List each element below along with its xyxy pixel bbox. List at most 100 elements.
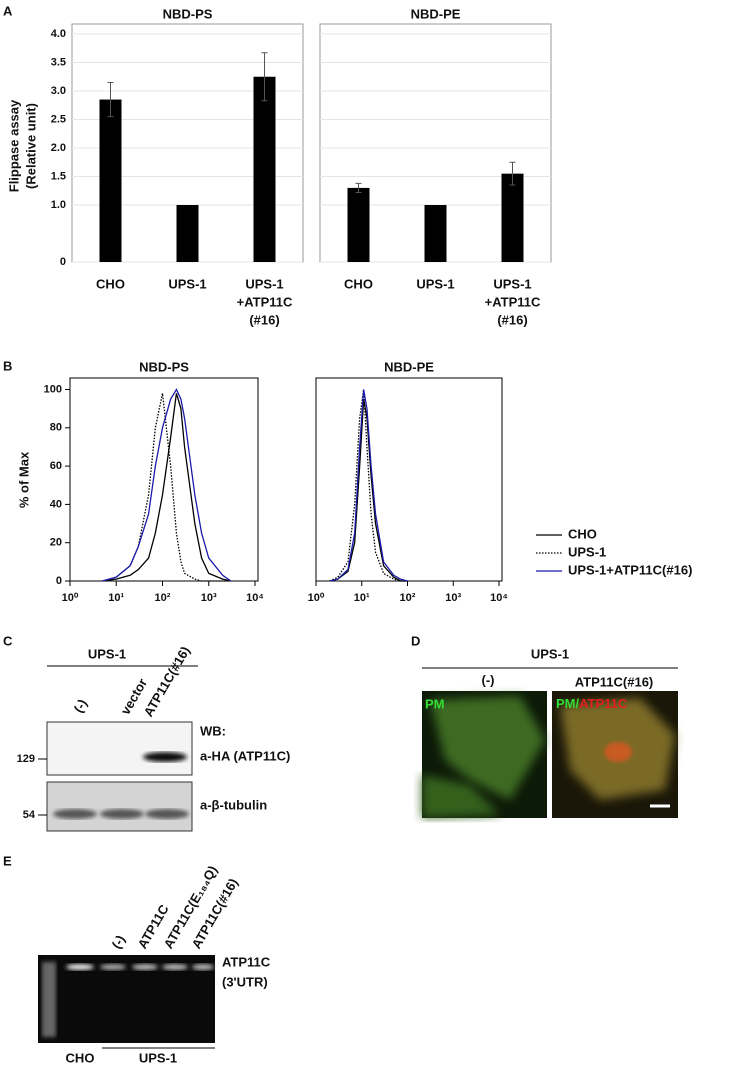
y-tick-label: 20 [50,537,62,549]
stain-label: PM [425,696,445,711]
x-tick-label: 10² [400,592,416,604]
bar [99,99,122,262]
bar [176,205,199,262]
histogram-line [329,389,408,582]
legend-label: CHO [568,526,597,541]
y-axis-label: Flippase assay [6,99,21,192]
y-tick-label: 2.0 [51,142,66,154]
legend-label: UPS-1 [568,544,606,559]
y-tick-label: 0 [60,256,66,268]
x-tick-label: (#16) [497,312,527,327]
band [132,964,158,970]
bar [253,76,276,262]
y-tick-label: 40 [50,498,62,510]
x-tick-label: CHO [344,276,373,291]
y-tick-label: 1.0 [51,199,66,211]
bar [501,173,524,262]
band [53,809,97,819]
plot-frame [69,377,259,582]
group-label: UPS-1 [531,646,569,661]
x-tick-label: 10³ [445,592,461,604]
y-tick-label: 2.5 [51,113,66,125]
y-tick-label: 100 [44,383,62,395]
x-tick-label: +ATP11C [237,294,293,309]
band-label: ATP11C [222,954,271,969]
y-axis-label: (Relative unit) [23,103,38,189]
y-axis-label: % of Max [16,451,31,508]
histogram-line [102,393,231,582]
y-tick-label: 80 [50,422,62,434]
band [192,964,214,970]
y-tick-label: 3.5 [51,56,66,68]
band [100,964,126,970]
bar [347,187,370,262]
x-tick-label: 10⁴ [246,592,264,604]
ladder [42,962,56,1037]
y-tick-label: 0 [56,575,62,587]
blot-label: a-β-tubulin [200,797,267,812]
legend-label: UPS-1+ATP11C(#16) [568,562,692,577]
chart-title: NBD-PE [384,359,434,374]
x-tick-label: (#16) [249,312,279,327]
y-tick-label: 4.0 [51,28,66,40]
band-label: (3'UTR) [222,974,268,989]
error-bar [355,182,362,193]
y-tick-label: 60 [50,460,62,472]
marker-label: 129 [17,753,35,765]
wb-label: WB: [200,723,226,738]
error-bar [509,161,516,186]
band [66,964,94,970]
panel-letter: A [3,3,13,18]
chart-title: NBD-PS [139,359,189,374]
stain-label: PM/ [556,696,580,711]
stain-label: PM/ATP11C [556,696,628,711]
lane-label: (-) [109,932,128,951]
panel-letter: E [3,853,12,868]
x-tick-label: 10³ [201,592,217,604]
band [145,809,189,819]
band [162,964,188,970]
lane-label: (-) [71,696,90,715]
condition-label: ATP11C(#16) [575,674,654,689]
condition-label: (-) [482,672,495,687]
x-tick-label: 10¹ [108,592,124,604]
error-bar [261,52,268,102]
panel-letter: B [3,358,12,373]
marker-label: 54 [23,809,36,821]
chart-title: NBD-PS [163,6,213,21]
cell-signal [604,742,632,762]
x-tick-label: UPS-1 [416,276,454,291]
lane-label: ATP11C(#16) [141,644,193,719]
plot-frame [315,377,503,582]
x-tick-label: UPS-1 [245,276,283,291]
blot-label: a-HA (ATP11C) [200,748,290,763]
histogram-line [329,389,408,582]
blot-ha [46,721,193,776]
chart-title: NBD-PE [411,6,461,21]
histogram-line [329,398,408,582]
x-tick-label: +ATP11C [485,294,541,309]
band [143,752,187,762]
x-tick-label: 10¹ [354,592,370,604]
x-tick-label: UPS-1 [493,276,531,291]
panel-letter: C [3,633,13,648]
stain-label: ATP11C [579,696,628,711]
x-tick-label: 10² [155,592,171,604]
blot-tubulin [46,781,193,832]
x-tick-label: 10⁴ [490,592,508,604]
y-tick-label: 3.0 [51,85,66,97]
cell [422,775,500,818]
x-tick-label: 10⁰ [62,592,79,604]
error-bar [107,81,114,118]
y-tick-label: 1.5 [51,170,66,182]
gel [38,955,215,1043]
group-label: CHO [66,1050,95,1065]
histogram-line [102,388,232,582]
panel-letter: D [411,633,420,648]
band [100,809,144,819]
cell [430,696,545,800]
x-tick-label: 10⁰ [308,592,325,604]
group-label: UPS-1 [88,646,126,661]
x-tick-label: UPS-1 [168,276,206,291]
